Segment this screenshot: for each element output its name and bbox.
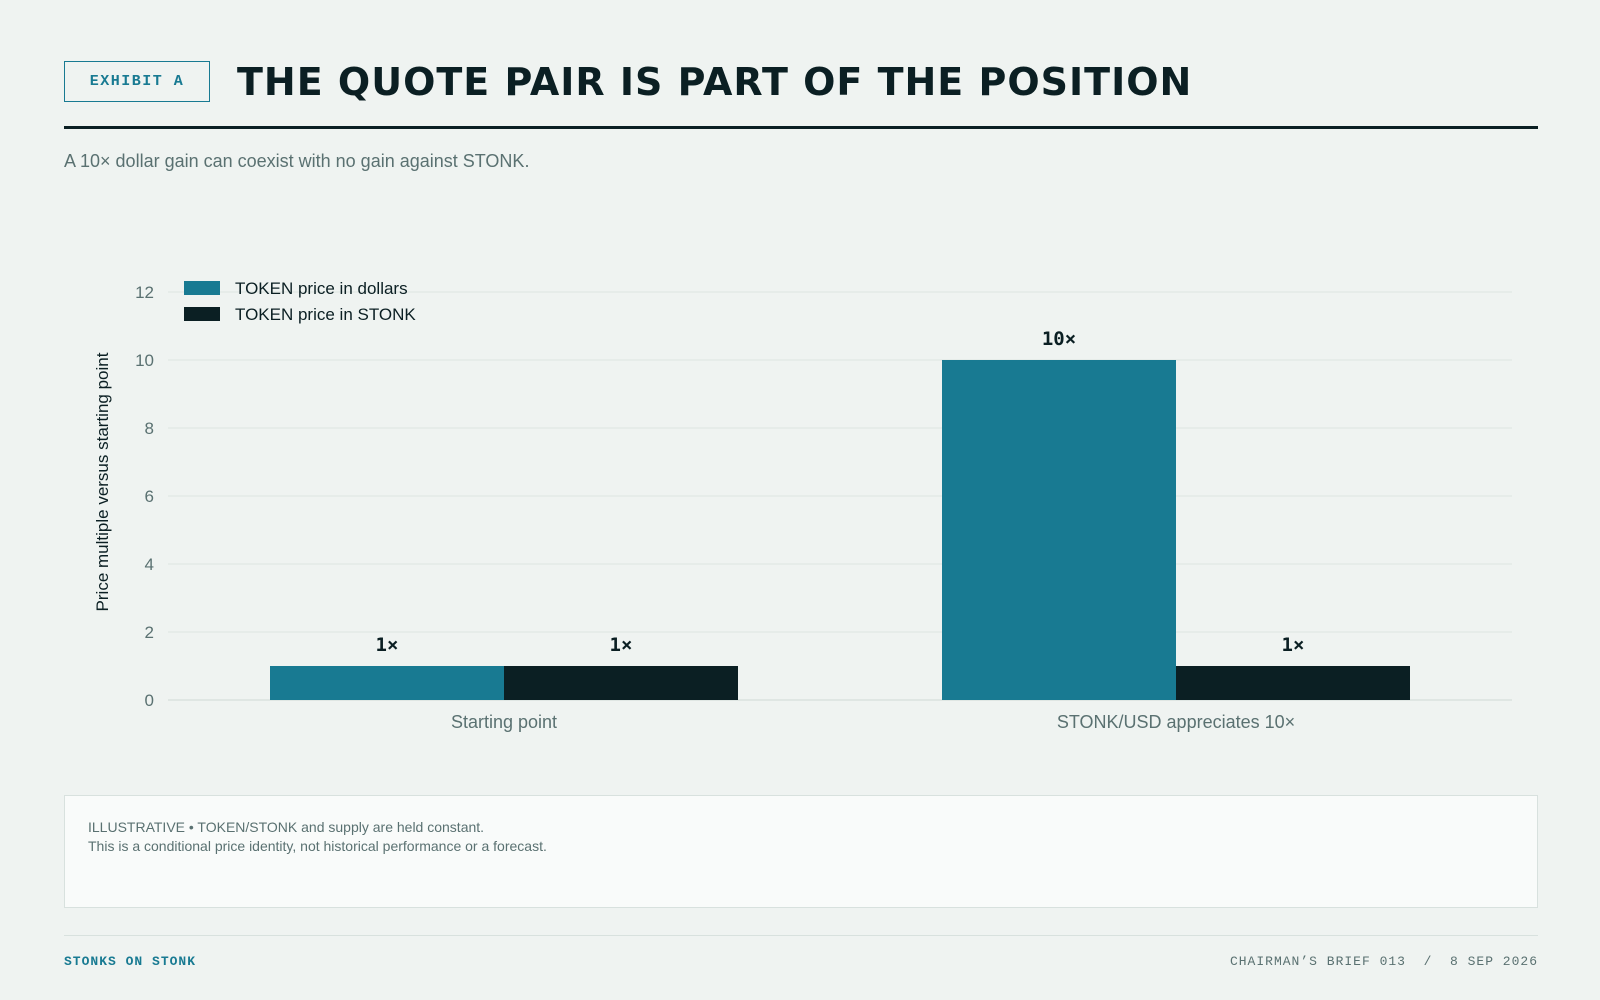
bar: [1176, 666, 1410, 700]
bar: [270, 666, 504, 700]
data-label: 10×: [1042, 328, 1076, 350]
legend-swatch: [184, 281, 220, 295]
x-tick-label: STONK/USD appreciates 10×: [1057, 712, 1295, 732]
bar: [942, 360, 1176, 700]
y-tick-label: 0: [145, 691, 154, 710]
exhibit-label: EXHIBIT A: [89, 73, 185, 90]
exhibit-tag: EXHIBIT A: [64, 61, 210, 102]
legend-label: TOKEN price in STONK: [235, 305, 416, 324]
footer-brand: STONKS ON STONK: [64, 954, 197, 969]
x-tick-label: Starting point: [451, 712, 557, 732]
title-divider: [64, 126, 1538, 129]
data-label: 1×: [610, 634, 633, 656]
y-axis-label: Price multiple versus starting point: [93, 352, 112, 611]
footer-meta: CHAIRMAN’S BRIEF 013 / 8 SEP 2026: [1229, 954, 1538, 969]
bar: [504, 666, 738, 700]
note-line-1: ILLUSTRATIVE • TOKEN/STONK and supply ar…: [88, 819, 485, 835]
y-tick-label: 12: [135, 283, 154, 302]
y-tick-label: 8: [145, 419, 154, 438]
footer-divider: [64, 935, 1538, 936]
y-tick-label: 4: [145, 555, 154, 574]
note-line-2: This is a conditional price identity, no…: [88, 838, 547, 854]
y-tick-label: 10: [135, 351, 154, 370]
disclaimer-note: ILLUSTRATIVE • TOKEN/STONK and supply ar…: [64, 795, 1538, 908]
y-tick-label: 2: [145, 623, 154, 642]
page-subtitle: A 10× dollar gain can coexist with no ga…: [64, 151, 530, 171]
data-label: 1×: [1282, 634, 1305, 656]
legend-swatch: [184, 307, 220, 321]
data-label: 1×: [376, 634, 399, 656]
legend-label: TOKEN price in dollars: [235, 279, 408, 298]
y-tick-label: 6: [145, 487, 154, 506]
page-title: THE QUOTE PAIR IS PART OF THE POSITION: [237, 60, 1193, 104]
